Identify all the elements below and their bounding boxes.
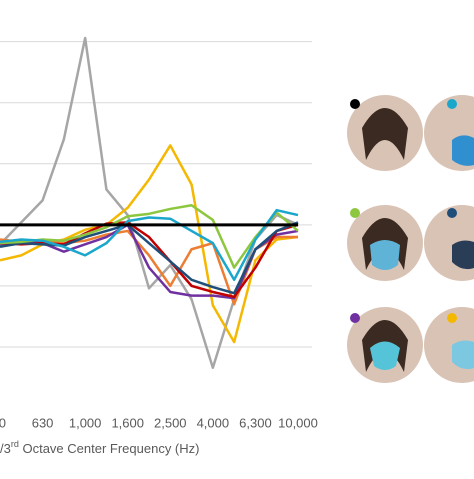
legend-marker bbox=[350, 99, 360, 109]
series-line bbox=[0, 204, 299, 269]
mask bbox=[452, 135, 474, 166]
legend-marker bbox=[350, 313, 360, 323]
mask bbox=[370, 341, 400, 370]
x-axis-title: /3rd Octave Center Frequency (Hz) bbox=[0, 439, 199, 456]
mask bbox=[370, 240, 400, 270]
x-tick-label: 0 bbox=[0, 415, 6, 430]
mask bbox=[452, 240, 474, 270]
x-axis-title-part: Octave Center Frequency (Hz) bbox=[19, 441, 200, 456]
x-tick-label: 2,500 bbox=[154, 415, 187, 430]
x-tick-label: 1,600 bbox=[111, 415, 144, 430]
series-line bbox=[0, 208, 299, 282]
mask bbox=[452, 340, 474, 370]
x-axis-title-part: /3 bbox=[0, 441, 11, 456]
x-tick-label: 1,000 bbox=[69, 415, 102, 430]
x-axis-title-sup: rd bbox=[11, 439, 19, 449]
legend-marker bbox=[447, 99, 457, 109]
series-line bbox=[0, 36, 299, 369]
legend-marker bbox=[350, 208, 360, 218]
x-tick-label: 10,000 bbox=[278, 415, 318, 430]
x-tick-label: 4,000 bbox=[197, 415, 230, 430]
hair bbox=[362, 108, 408, 160]
series-line bbox=[0, 221, 299, 295]
x-tick-label: 630 bbox=[32, 415, 54, 430]
legend-marker bbox=[447, 313, 457, 323]
legend-marker bbox=[447, 208, 457, 218]
x-tick-label: 6,300 bbox=[239, 415, 272, 430]
faces bbox=[347, 95, 474, 383]
